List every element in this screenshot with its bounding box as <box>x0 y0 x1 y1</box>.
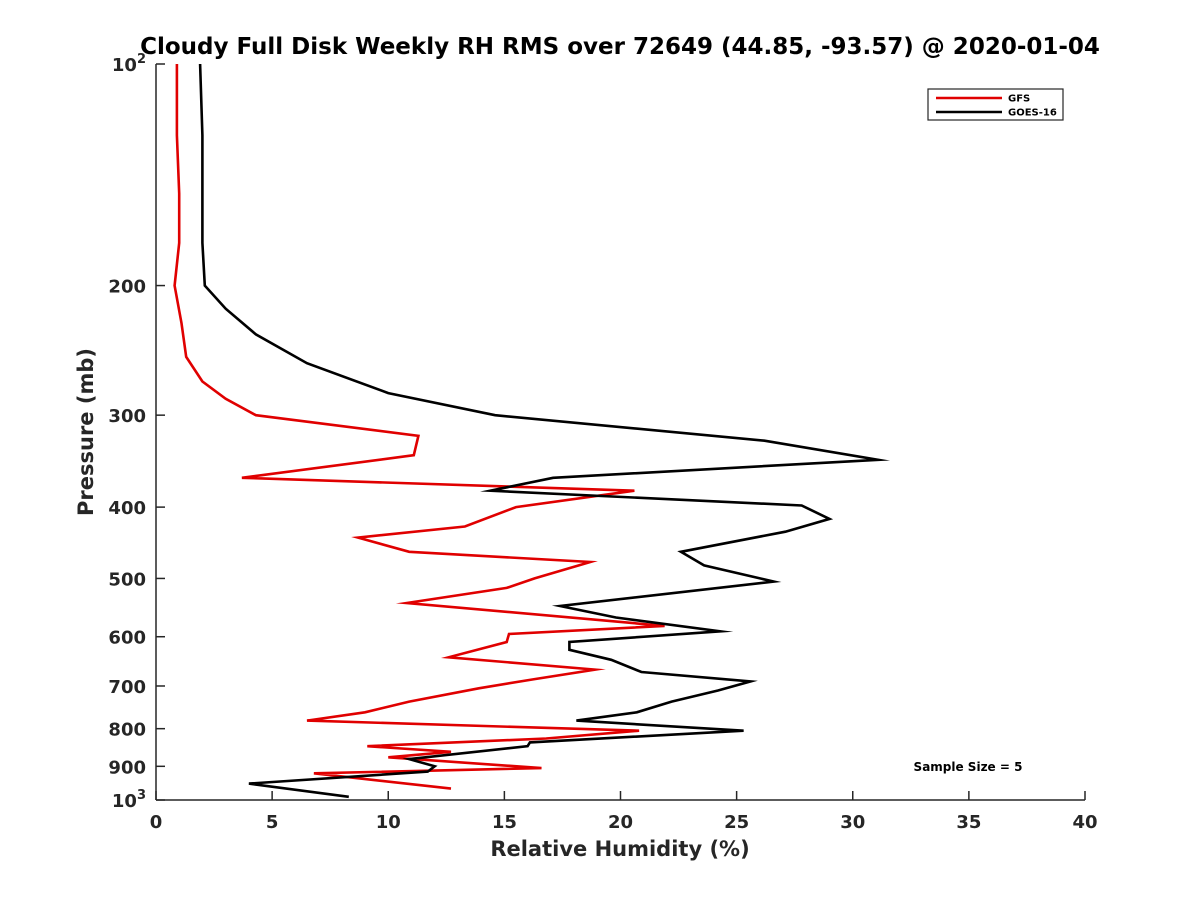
legend-label-goes-16: GOES-16 <box>1008 108 1057 119</box>
x-tick-label: 0 <box>150 812 163 833</box>
y-tick-label: 900 <box>108 757 146 778</box>
y-tick-label: 700 <box>108 677 146 698</box>
y-tick-label: 400 <box>108 498 146 519</box>
series-line-goes-16 <box>198 63 891 799</box>
y-tick-base: 10 <box>112 791 137 812</box>
legend-box <box>927 88 1064 121</box>
x-tick-label: 5 <box>266 812 279 833</box>
series-line-gfs <box>173 64 665 790</box>
y-tick-label: 300 <box>108 406 146 427</box>
chart-title: Cloudy Full Disk Weekly RH RMS over 7264… <box>140 34 1100 60</box>
legend-label-gfs: GFS <box>1008 94 1030 105</box>
legend-entries: GFS GOES-16 <box>936 94 1057 119</box>
y-tick-exponent: 3 <box>137 788 146 803</box>
y-tick-label: 102 <box>112 52 146 76</box>
x-axis-label: Relative Humidity (%) <box>490 837 749 861</box>
x-ticks: 0 5 10 15 20 25 30 35 40 <box>150 791 1098 833</box>
y-tick-exponent: 2 <box>137 52 146 67</box>
y-axis-label: Pressure (mb) <box>74 348 98 516</box>
sample-size-annotation: Sample Size = 5 <box>914 760 1023 774</box>
y-tick-base: 10 <box>112 55 137 76</box>
plot-area: 0 5 10 15 20 25 30 35 40 10220030040050060070080… <box>108 52 1097 833</box>
y-tick-label: 500 <box>108 569 146 590</box>
series-layer <box>173 63 891 799</box>
y-tick-label: 800 <box>108 720 146 741</box>
x-tick-label: 25 <box>724 812 749 833</box>
x-tick-label: 10 <box>376 812 401 833</box>
y-tick-label: 200 <box>108 277 146 298</box>
y-tick-label: 103 <box>112 788 146 812</box>
x-tick-label: 30 <box>840 812 865 833</box>
x-tick-label: 40 <box>1072 812 1097 833</box>
x-tick-label: 15 <box>492 812 517 833</box>
x-tick-label: 20 <box>608 812 633 833</box>
legend: GFS GOES-16 <box>927 88 1064 121</box>
x-tick-label: 35 <box>956 812 981 833</box>
y-tick-label: 600 <box>108 628 146 649</box>
